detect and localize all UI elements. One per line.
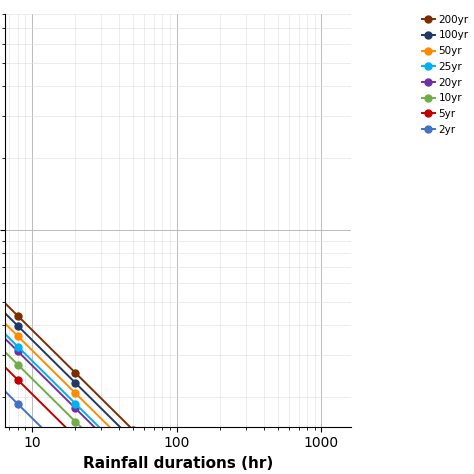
50yr: [130, 447, 136, 453]
Line: 2yr: 2yr: [14, 401, 350, 474]
5yr: [73, 434, 78, 440]
Line: 200yr: 200yr: [14, 312, 350, 474]
50yr: [15, 333, 21, 339]
20yr: [130, 463, 136, 468]
Line: 10yr: 10yr: [14, 361, 350, 474]
Line: 5yr: 5yr: [14, 376, 350, 474]
200yr: [130, 427, 136, 433]
100yr: [15, 323, 21, 328]
Line: 50yr: 50yr: [14, 333, 350, 474]
25yr: [73, 401, 78, 406]
Line: 100yr: 100yr: [14, 322, 350, 474]
50yr: [73, 390, 78, 396]
10yr: [73, 419, 78, 424]
Line: 25yr: 25yr: [14, 343, 350, 474]
5yr: [15, 377, 21, 383]
25yr: [15, 344, 21, 349]
200yr: [15, 313, 21, 319]
200yr: [73, 370, 78, 376]
25yr: [130, 458, 136, 464]
Legend: 200yr, 100yr, 50yr, 25yr, 20yr, 10yr, 5yr, 2yr: 200yr, 100yr, 50yr, 25yr, 20yr, 10yr, 5y…: [422, 15, 469, 135]
X-axis label: Rainfall durations (hr): Rainfall durations (hr): [82, 456, 273, 471]
20yr: [73, 405, 78, 411]
100yr: [130, 437, 136, 443]
20yr: [15, 348, 21, 354]
10yr: [15, 362, 21, 367]
2yr: [73, 458, 78, 464]
Line: 20yr: 20yr: [14, 348, 350, 474]
2yr: [15, 401, 21, 407]
100yr: [73, 380, 78, 386]
